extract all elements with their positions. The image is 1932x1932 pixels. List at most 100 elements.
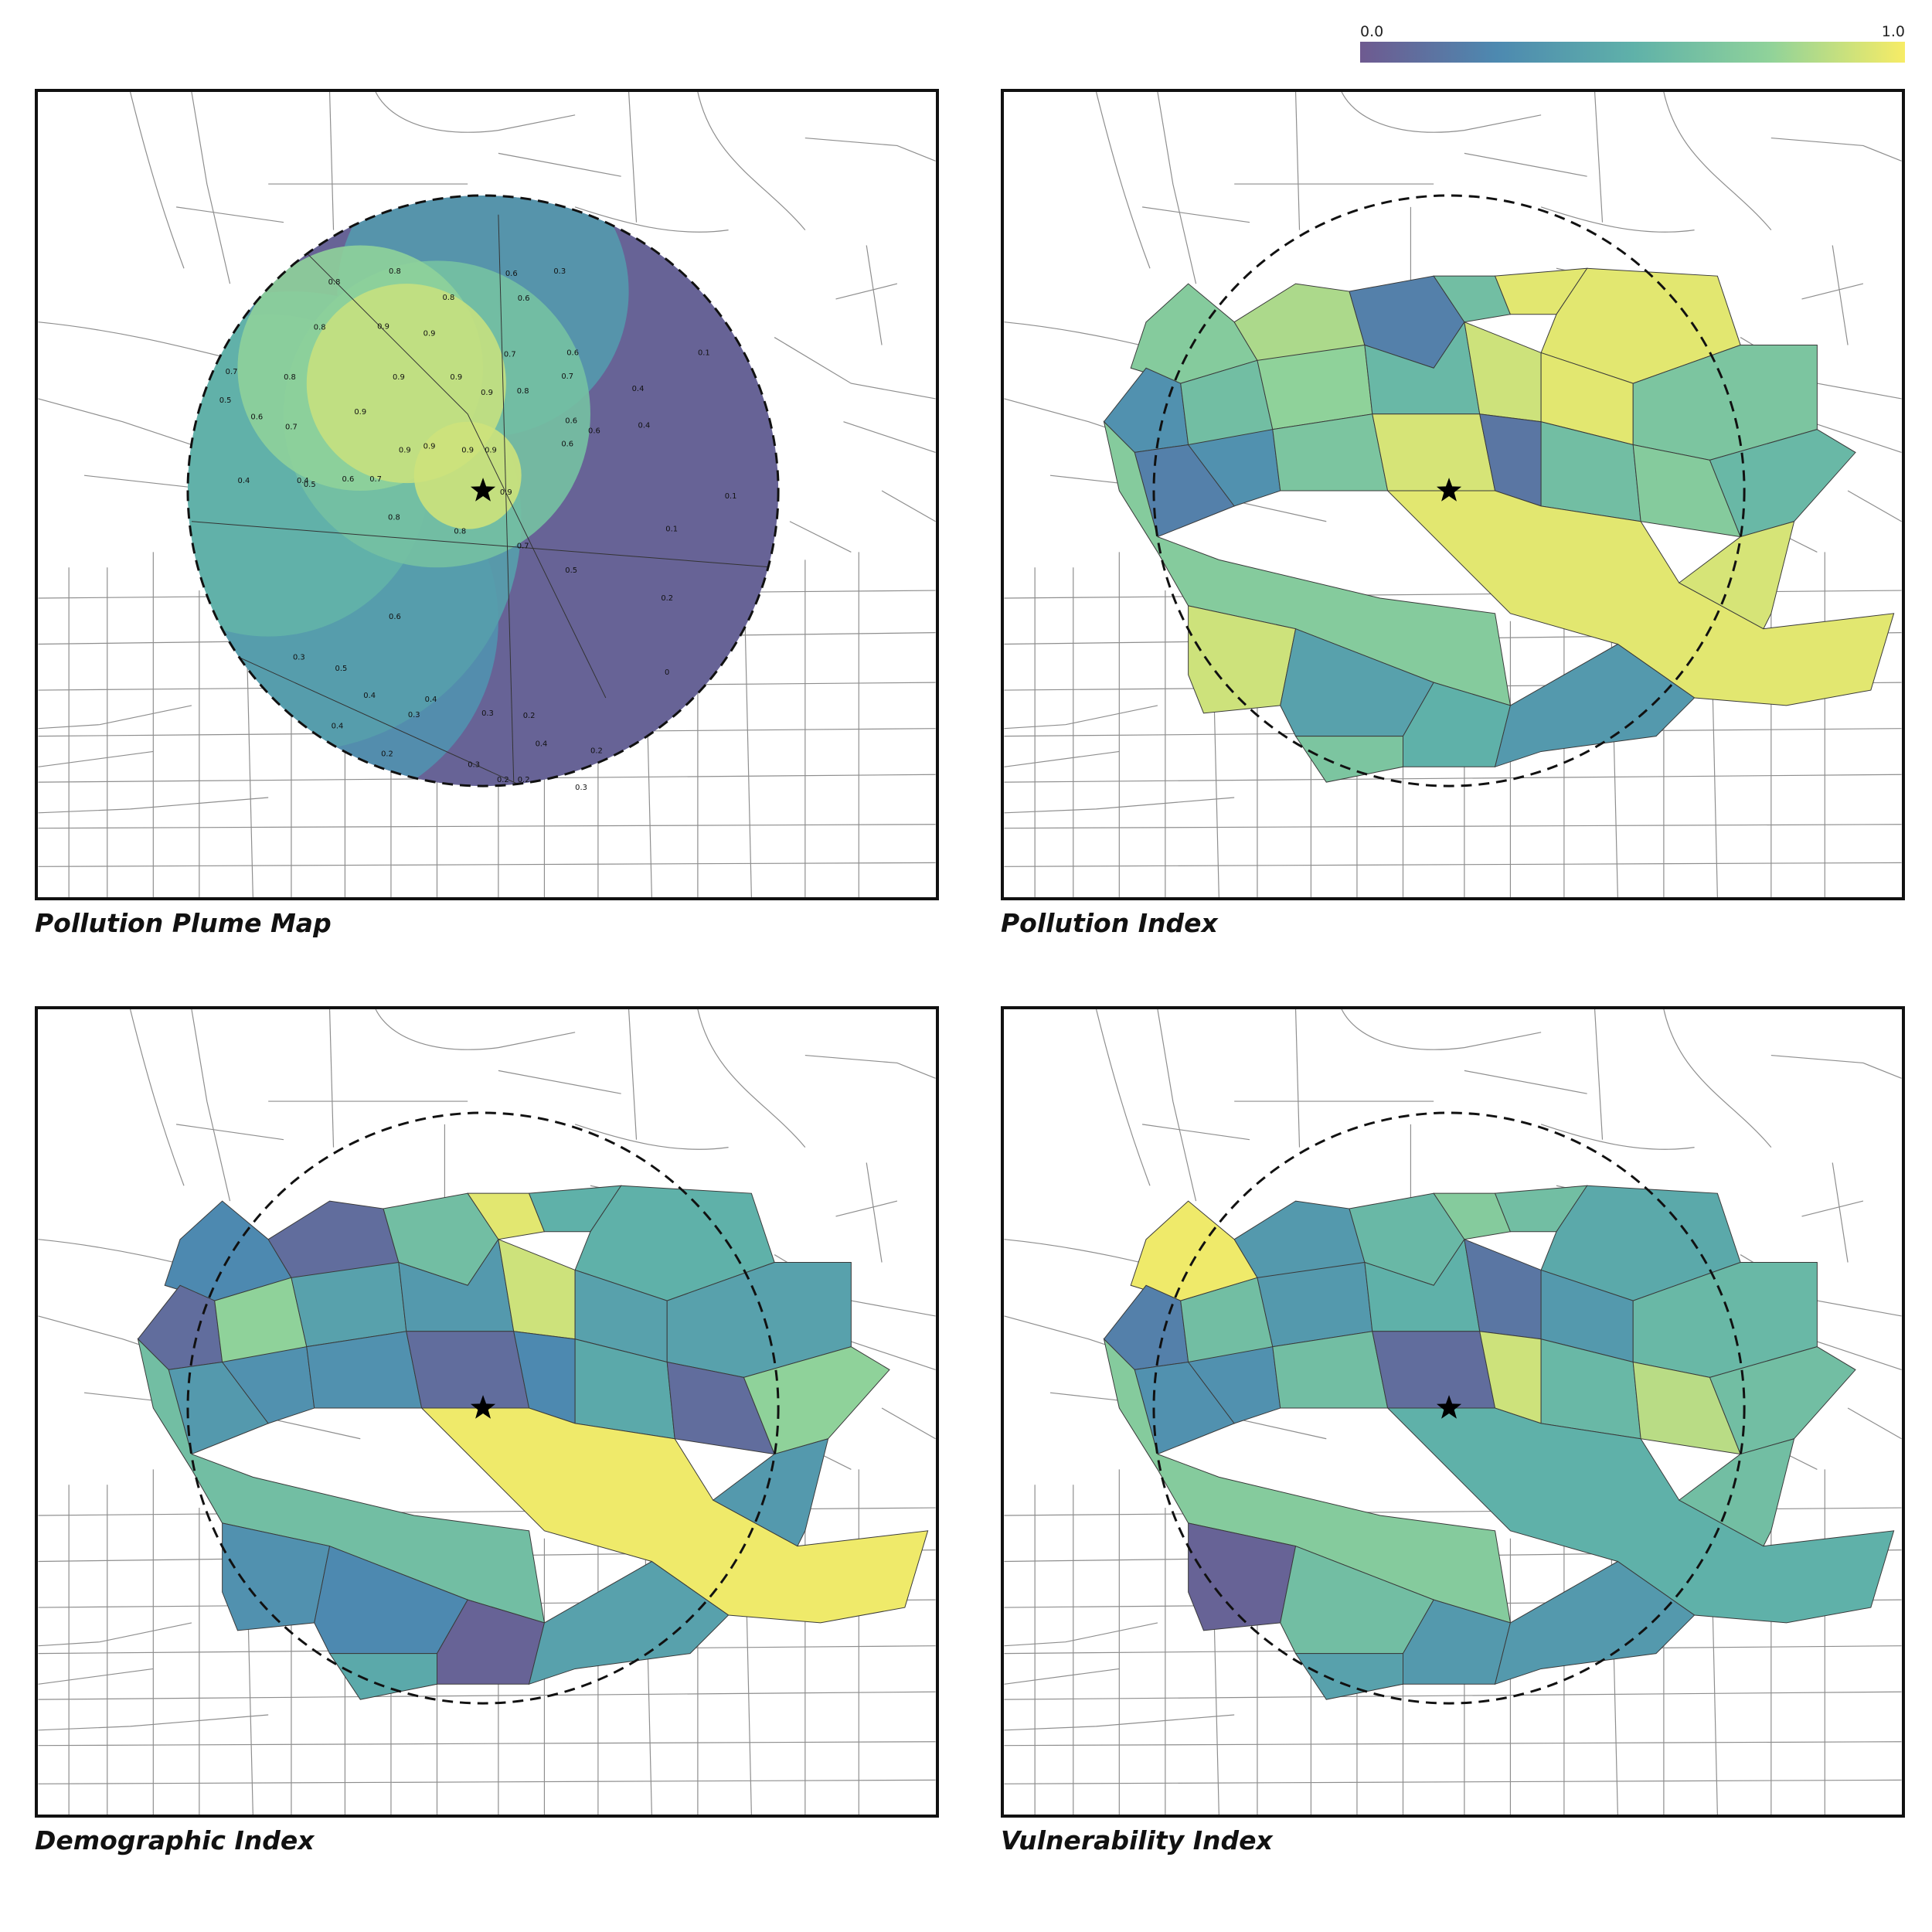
plume-value-label: 0.2 [518, 776, 530, 784]
plume-value-label: 0.7 [561, 372, 573, 381]
plume-value-label: 0.3 [553, 267, 566, 276]
plume-value-label: 0.4 [238, 477, 250, 485]
plume-value-label: 0.6 [565, 417, 577, 426]
source-star-icon [470, 478, 496, 502]
pollution-plume-map: 0.8 0.6 0.3 0.8 0.8 0.6 0.8 0.9 0.9 0.7 0.6 0.1 0.7 0… [35, 89, 939, 900]
source-star-icon [1436, 1395, 1462, 1419]
tract-polygon [1294, 1653, 1403, 1700]
plume-value-label: 0.5 [304, 481, 316, 489]
plume-value-label: 0.8 [389, 267, 401, 276]
plume-value-label: 0.9 [485, 446, 497, 454]
plume-value-label: 0.7 [504, 350, 516, 359]
buffer-circle [186, 1111, 780, 1705]
source-star-icon [1436, 478, 1462, 502]
plume-value-label: 0.3 [575, 784, 587, 792]
plume-value-label: 0.4 [332, 723, 344, 731]
plume-value-label: 0.8 [284, 373, 296, 382]
tract-polygon [528, 1560, 730, 1685]
tract-polygon [1678, 521, 1795, 630]
plume-value-label: 0.7 [226, 368, 238, 376]
tract-polygon [328, 1653, 437, 1700]
plume-value-label: 0.9 [393, 373, 405, 382]
tract-polygon [1494, 1560, 1696, 1685]
plume-value-label: 0.1 [725, 492, 737, 501]
tract-polygon [1372, 1331, 1496, 1409]
plume-value-label: 0.8 [517, 387, 529, 396]
tract-polygon [1294, 736, 1403, 783]
plume-value-label: 0.6 [250, 413, 263, 422]
plume-value-label: 0.2 [523, 712, 536, 720]
plume-value-label: 0.8 [454, 528, 466, 536]
buffer-circle [1152, 194, 1746, 787]
panel-vulnerability-index: Vulnerability Index [1001, 1006, 1905, 1855]
plume-value-label: 0.4 [632, 385, 645, 393]
caption-vulnerability-index: Vulnerability Index [1001, 1825, 1273, 1855]
plume-value-label: 0.2 [497, 776, 509, 784]
plume-value-label: 0.5 [219, 396, 232, 405]
tract-layer [1103, 267, 1895, 783]
plume-value-label: 0.9 [423, 330, 436, 338]
tract-polygon [222, 1522, 331, 1631]
plume-value-label: 0.4 [363, 692, 376, 700]
plume-value-label: 0.1 [665, 526, 678, 534]
plume-value-label: 0.9 [481, 389, 493, 397]
plume-value-label: 0.8 [328, 278, 341, 287]
plume-value-label: 0.3 [468, 760, 480, 769]
plume-value-label: 0.8 [314, 324, 326, 332]
plume-value-label: 0.9 [500, 488, 512, 497]
tract-polygon [712, 1438, 829, 1547]
plume-value-label: 0.6 [566, 349, 579, 357]
panel-pollution-plume-map: 0.8 0.6 0.3 0.8 0.8 0.6 0.8 0.9 0.9 0.7 0.6 0.1 0.7 0… [35, 89, 939, 938]
source-star-icon [470, 1395, 496, 1419]
plume-value-label: 0.9 [354, 408, 366, 417]
tract-polygon [1709, 429, 1856, 538]
plume-value-label: 0.9 [461, 446, 474, 454]
demographic-index-map [35, 1006, 939, 1818]
plume-value-label: 0.6 [518, 294, 530, 303]
plume-value-label: 0.9 [377, 323, 389, 332]
plume-value-label: 0.2 [590, 747, 603, 755]
tract-polygon [436, 1599, 546, 1685]
plume-value-label: 0.5 [335, 665, 348, 673]
plume-value-label: 0.6 [588, 427, 600, 436]
plume-value-label: 0.6 [505, 270, 518, 278]
plume-value-label: 0.8 [388, 514, 400, 522]
plume-value-label: 0.4 [425, 696, 437, 704]
plume-value-label: 0.5 [565, 566, 577, 575]
plume-value-label: 0.4 [638, 422, 651, 430]
plume-value-label: 0.6 [389, 613, 401, 621]
tract-polygon [1188, 605, 1297, 714]
panel-demographic-index: Demographic Index [35, 1006, 939, 1855]
caption-pollution-index: Pollution Index [1001, 908, 1218, 938]
plume-value-label: 0.1 [698, 349, 710, 357]
colorbar-gradient [1360, 42, 1905, 63]
plume-value-label: 0.2 [661, 594, 673, 603]
plume-value-label: 0.2 [381, 750, 393, 758]
plume-value-label: 0.9 [423, 442, 436, 451]
tract-polygon [1402, 682, 1512, 767]
tract-polygon [743, 1346, 890, 1455]
plume-value-label: 0.9 [399, 446, 411, 454]
buffer-circle [186, 194, 780, 787]
tract-polygon [1402, 1599, 1512, 1685]
caption-demographic-index: Demographic Index [35, 1825, 315, 1855]
plume-value-label: 0.3 [481, 709, 494, 718]
colorbar: 0.0 1.0 [1360, 23, 1905, 63]
plume-value-labels: 0.8 0.6 0.3 0.8 0.8 0.6 0.8 0.9 0.9 0.7 0.6 0.1 0.7 0… [219, 267, 737, 792]
caption-pollution-plume-map: Pollution Plume Map [35, 908, 332, 938]
plume-value-label: 0.4 [297, 477, 309, 485]
plume-value-label: 0.6 [342, 475, 354, 484]
colorbar-max-label: 1.0 [1881, 23, 1905, 40]
plume-value-label: 0.9 [450, 373, 462, 382]
tract-polygon [406, 1331, 530, 1409]
panel-pollution-index: Pollution Index [1001, 89, 1905, 938]
pollution-index-map [1001, 89, 1905, 900]
plume-value-label: 0.7 [517, 542, 529, 550]
plume-value-label: 0 [665, 668, 669, 677]
tract-polygon [1188, 1522, 1297, 1631]
colorbar-min-label: 0.0 [1360, 23, 1384, 40]
tract-polygon [1678, 1438, 1795, 1547]
plume-value-label: 0.6 [561, 440, 573, 448]
tract-polygon [1372, 413, 1496, 492]
tract-polygon [1709, 1346, 1856, 1455]
